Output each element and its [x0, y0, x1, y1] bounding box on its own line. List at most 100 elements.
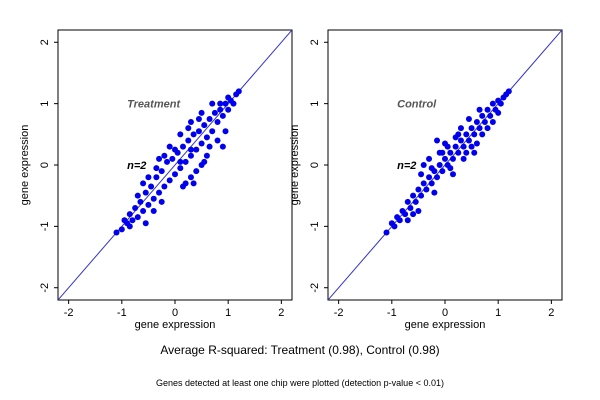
control-point-63	[471, 149, 478, 156]
control-point-49	[418, 171, 425, 178]
treatment-point-31	[198, 140, 205, 147]
control-annotation-0: Control	[397, 99, 437, 111]
treatment-point-59	[172, 146, 178, 153]
control-point-42	[497, 100, 504, 107]
control-point-37	[484, 106, 491, 113]
treatment-point-70	[190, 180, 197, 187]
treatment-point-36	[211, 109, 218, 116]
control-x-tick-label-3: 1	[495, 307, 501, 319]
treatment-point-40	[222, 100, 229, 107]
control-x-tick-label-0: -2	[334, 307, 344, 319]
treatment-point-57	[219, 143, 226, 150]
treatment-point-10	[142, 189, 149, 196]
treatment-x-axis-label: gene expression	[135, 319, 216, 331]
treatment-point-13	[150, 195, 157, 202]
control-y-tick-label-2: 0	[309, 162, 321, 168]
treatment-point-73	[222, 128, 229, 135]
control-point-70	[476, 106, 483, 113]
treatment-point-21	[172, 171, 178, 178]
treatment-point-79	[153, 165, 160, 172]
control-point-18	[434, 174, 441, 181]
control-point-24	[449, 155, 456, 162]
control-point-59	[465, 115, 472, 122]
control-point-51	[473, 140, 480, 147]
control-point-26	[455, 149, 462, 156]
treatment-point-74	[187, 146, 194, 153]
treatment-annotation-0: Treatment	[127, 99, 181, 111]
control-point-65	[447, 165, 454, 172]
control-point-36	[481, 119, 488, 126]
treatment-y-tick-label-4: 2	[39, 39, 51, 45]
treatment-point-45	[235, 88, 242, 95]
treatment-point-0	[113, 229, 120, 236]
control-point-68	[455, 131, 462, 138]
treatment-point-46	[145, 174, 152, 181]
control-x-axis-label: gene expression	[405, 319, 486, 331]
treatment-point-41	[225, 106, 232, 113]
control-point-16	[428, 180, 435, 187]
treatment-point-11	[145, 201, 152, 208]
control-point-0	[383, 229, 390, 236]
control-point-53	[431, 189, 438, 196]
treatment-point-37	[214, 119, 221, 126]
treatment-y-tick-label-1: -1	[39, 221, 51, 231]
treatment-point-56	[214, 137, 221, 144]
treatment-point-69	[225, 94, 232, 101]
treatment-point-38	[217, 106, 224, 113]
treatment-point-77	[217, 100, 224, 107]
control-point-14	[423, 186, 430, 193]
treatment-point-17	[161, 183, 168, 190]
control-point-25	[452, 143, 459, 150]
treatment-point-7	[134, 214, 141, 221]
treatment-point-35	[209, 128, 216, 135]
control-point-13	[420, 180, 427, 187]
control-point-45	[505, 88, 512, 95]
treatment-point-34	[206, 115, 213, 122]
treatment-point-60	[198, 109, 205, 116]
treatment-point-9	[140, 208, 147, 215]
control-x-tick-label-1: -1	[387, 307, 397, 319]
treatment-y-tick-label-3: 1	[39, 101, 51, 107]
treatment-point-66	[158, 198, 165, 205]
control-y-tick-label-3: 1	[309, 101, 321, 107]
treatment-point-33	[203, 134, 210, 141]
treatment-point-72	[206, 143, 213, 150]
treatment-point-53	[193, 168, 200, 175]
control-point-7	[404, 198, 411, 205]
treatment-x-tick-label-4: 2	[278, 307, 284, 319]
control-point-19	[436, 162, 443, 168]
treatment-point-61	[209, 100, 216, 107]
treatment-point-8	[137, 198, 144, 205]
treatment-point-24	[179, 143, 186, 150]
treatment-x-tick-label-3: 1	[225, 307, 231, 319]
treatment-point-14	[153, 174, 160, 181]
control-point-8	[407, 204, 414, 211]
control-point-50	[463, 149, 470, 156]
treatment-point-29	[193, 146, 200, 153]
treatment-point-6	[132, 204, 139, 211]
treatment-point-76	[185, 125, 192, 132]
r-squared-caption: Average R-squared: Treatment (0.98), Con…	[160, 343, 440, 357]
treatment-x-tick-label-1: -1	[117, 307, 127, 319]
control-panel: -2 -1 0 1 2 -2 -1 0 1 2 gene expression gene expres…	[289, 29, 563, 331]
control-point-67	[495, 109, 502, 116]
control-point-38	[487, 112, 494, 119]
treatment-panel: -2 -1 0 1 2 -2 -1 0 1 2 gene expression gene expres…	[19, 29, 293, 331]
control-point-12	[418, 192, 425, 199]
control-annotation-1: n=2	[397, 160, 416, 172]
control-point-34	[476, 125, 483, 132]
control-point-69	[439, 149, 446, 156]
treatment-point-23	[177, 165, 184, 172]
treatment-point-63	[187, 174, 194, 181]
treatment-point-26	[185, 137, 192, 144]
control-point-29	[463, 131, 470, 138]
treatment-x-tick-label-2: 0	[172, 307, 178, 319]
control-point-28	[460, 143, 467, 150]
treatment-point-50	[187, 119, 194, 126]
control-point-55	[489, 119, 496, 126]
treatment-point-51	[140, 180, 147, 187]
treatment-y-axis-label: gene expression	[19, 125, 31, 206]
treatment-point-18	[164, 158, 171, 165]
control-point-62	[460, 155, 467, 162]
